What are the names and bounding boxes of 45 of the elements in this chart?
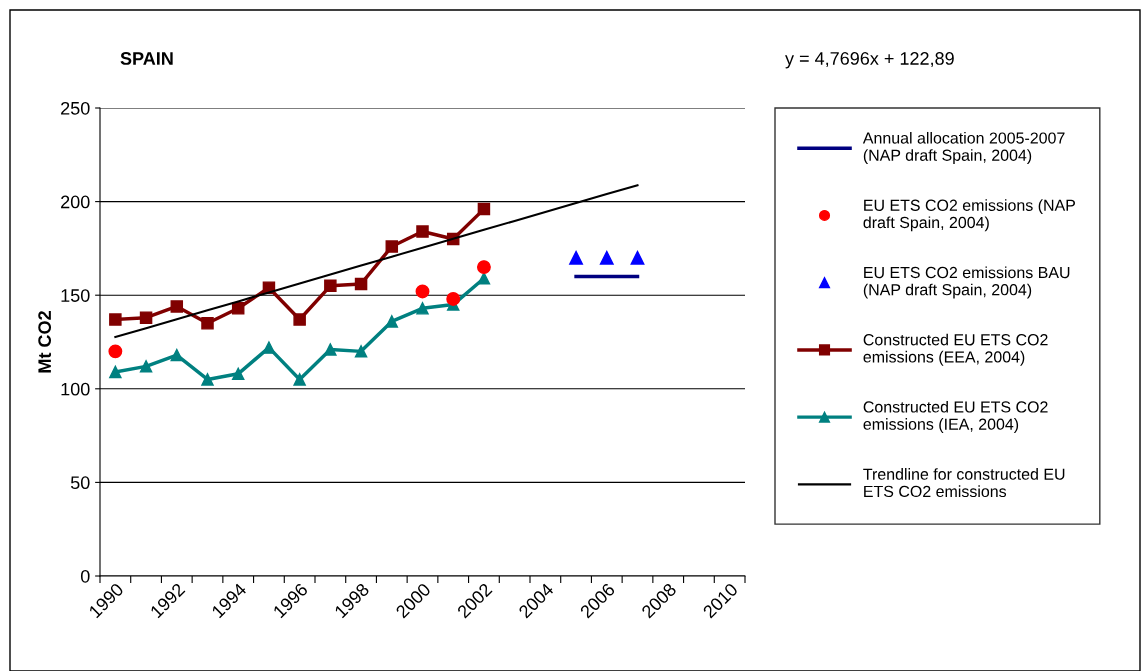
point xyxy=(293,313,306,326)
point xyxy=(324,343,337,356)
point xyxy=(201,317,214,330)
point xyxy=(231,302,245,315)
point xyxy=(108,344,123,359)
point xyxy=(139,311,153,324)
point xyxy=(477,272,491,285)
point xyxy=(139,360,153,373)
legend-label: Constructed EU ETS CO2 emissions (EEA, 2004) xyxy=(863,333,1048,366)
point xyxy=(354,277,368,291)
chart-title: SPAIN xyxy=(120,52,173,65)
point xyxy=(109,313,122,326)
y-tick-label: 150 xyxy=(61,289,90,302)
point xyxy=(385,240,399,253)
legend-label: EU ETS CO2 emissions (NAP draft Spain, 2004) xyxy=(863,199,1076,232)
y-axis-title: Mt CO2 xyxy=(38,311,52,373)
y-tick-label: 250 xyxy=(61,101,90,115)
y-tick-label: 100 xyxy=(61,382,90,396)
point xyxy=(599,250,614,265)
point xyxy=(416,225,429,238)
point xyxy=(569,250,584,265)
legend-label: Trendline for constructed EU ETS CO2 emissions xyxy=(863,468,1065,498)
y-tick-label: 0 xyxy=(80,569,90,583)
legend-label: Annual allocation 2005-2007 (NAP draft Spain, 2004) xyxy=(862,131,1065,165)
point xyxy=(415,284,430,299)
point xyxy=(416,302,429,315)
point xyxy=(324,279,337,293)
point xyxy=(477,202,491,216)
point xyxy=(476,260,491,275)
point xyxy=(385,315,399,328)
y-tick-label: 50 xyxy=(70,476,90,490)
point xyxy=(170,300,184,313)
point xyxy=(630,250,645,265)
point xyxy=(109,365,122,379)
point xyxy=(201,373,214,386)
legend-label: Constructed EU ETS CO2 emissions (IEA, 2004) xyxy=(863,400,1048,433)
y-tick-label: 200 xyxy=(61,195,90,209)
legend-label: EU ETS CO2 emissions BAU (NAP draft Spain, 2004) xyxy=(863,266,1070,299)
point xyxy=(231,367,245,381)
point xyxy=(170,348,184,362)
point xyxy=(262,341,276,354)
point xyxy=(293,373,306,386)
point xyxy=(446,291,461,306)
text: y = 4,7696x + 122,89 xyxy=(785,52,954,69)
point xyxy=(354,345,368,358)
